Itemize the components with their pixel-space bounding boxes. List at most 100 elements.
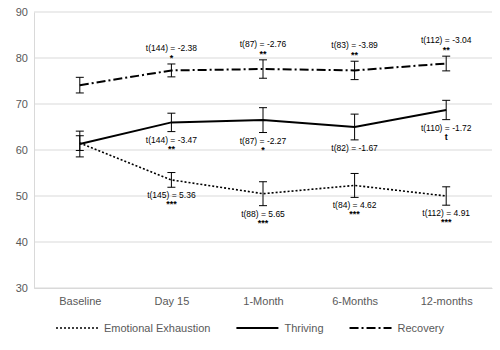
error-bar-line	[171, 173, 172, 188]
chart-container: 30 40 50 60 70 80 90 Baseline Day 15 1-Month 6-Mon…	[0, 0, 500, 350]
error-bar-cap	[442, 119, 450, 120]
error-bar-cap	[259, 59, 267, 60]
y-tick-label: 40	[16, 236, 28, 248]
y-tick: 50	[16, 190, 34, 202]
series-line	[80, 143, 446, 196]
legend-item: Emotional Exhaustion	[56, 322, 210, 334]
annotation-text: t(83) = -3.89	[331, 40, 378, 50]
legend-swatch	[236, 327, 278, 329]
annotation-text: t(82) = -1.67	[331, 143, 378, 153]
x-tick: 12-months	[421, 295, 473, 307]
grid-line	[34, 104, 492, 105]
error-bar-cap	[259, 107, 267, 108]
error-bar-cap	[167, 113, 175, 114]
x-tick-label: 6-Months	[332, 295, 378, 307]
annotation-significance: ***	[349, 209, 360, 219]
x-tick-label: Baseline	[59, 295, 101, 307]
x-tick: 6-Months	[332, 295, 378, 307]
y-axis-line	[34, 13, 35, 289]
annotation-significance: ***	[258, 218, 269, 228]
y-tick: 70	[16, 98, 34, 110]
legend-swatch	[350, 327, 392, 329]
error-bar-cap	[442, 205, 450, 206]
annotation-text: t(112) = -3.04	[421, 35, 472, 45]
error-bar-cap	[167, 76, 175, 77]
y-tick-label: 70	[16, 98, 28, 110]
annotation-significance: **	[259, 49, 267, 59]
error-bar-cap	[259, 181, 267, 182]
annotation-significance: ***	[166, 199, 177, 209]
series-line	[80, 64, 446, 86]
error-bar-cap	[442, 100, 450, 101]
x-axis-line	[35, 288, 493, 289]
y-tick: 60	[16, 144, 34, 156]
error-bar-cap	[351, 139, 359, 140]
error-bar-cap	[259, 132, 267, 133]
y-tick-label: 80	[16, 52, 28, 64]
error-bar-cap	[167, 131, 175, 132]
grid-line	[34, 242, 492, 243]
error-bar-line	[446, 56, 447, 71]
error-bar-cap	[351, 61, 359, 62]
series	[76, 136, 450, 206]
legend-label: Emotional Exhaustion	[104, 322, 210, 334]
error-bar-line	[354, 173, 355, 197]
error-bar-cap	[351, 114, 359, 115]
legend-swatch	[56, 327, 98, 329]
legend: Emotional Exhaustion Thriving Recovery	[56, 322, 444, 334]
grid-line	[34, 12, 492, 13]
chart-svg: 30 40 50 60 70 80 90 Baseline Day 15 1-Month 6-Mon…	[0, 0, 500, 350]
annotations: t(145) = 5.36***t(88) = 5.65***t(84) = 4…	[146, 35, 472, 228]
annotation-text: t(144) = -2.38	[146, 43, 198, 53]
annotation-significance: ***	[441, 217, 452, 227]
grid-line	[34, 288, 492, 289]
y-tick: 40	[16, 236, 34, 248]
annotation-significance: t	[445, 132, 448, 142]
annotation-significance: **	[443, 45, 451, 55]
x-tick-label: 1-Month	[243, 295, 283, 307]
y-tick: 30	[16, 282, 34, 294]
x-tick: Day 15	[154, 295, 189, 307]
error-bar-line	[263, 182, 264, 206]
error-bar-cap	[442, 56, 450, 57]
annotation-significance: **	[168, 144, 176, 154]
error-bar-cap	[442, 70, 450, 71]
x-tick: Baseline	[59, 295, 101, 307]
error-bar-cap	[76, 77, 84, 78]
x-tick-label: Day 15	[154, 295, 189, 307]
legend-item: Thriving	[236, 322, 323, 334]
error-bar-cap	[259, 78, 267, 79]
annotation-significance: *	[261, 145, 265, 155]
series	[76, 56, 450, 93]
y-axis: 30 40 50 60 70 80 90	[16, 6, 35, 294]
y-tick: 90	[16, 6, 34, 18]
error-bar-cap	[351, 197, 359, 198]
y-tick-label: 90	[16, 6, 28, 18]
grid	[34, 12, 492, 288]
annotation-text: t(87) = -2.76	[240, 39, 287, 49]
error-bar-cap	[167, 63, 175, 64]
x-tick: 1-Month	[243, 295, 283, 307]
error-bar-line	[446, 187, 447, 205]
series	[76, 100, 450, 157]
error-bar-cap	[76, 131, 84, 132]
error-bar-line	[263, 60, 264, 78]
y-tick-label: 30	[16, 282, 28, 294]
legend-item: Recovery	[350, 322, 445, 334]
annotation-significance: *	[170, 53, 174, 63]
error-bar-cap	[167, 187, 175, 188]
error-bar-cap	[76, 156, 84, 157]
x-tick-label: 12-months	[421, 295, 473, 307]
marks	[76, 56, 450, 206]
error-bar-cap	[167, 172, 175, 173]
y-tick: 80	[16, 52, 34, 64]
legend-label: Thriving	[284, 322, 323, 334]
error-bar-cap	[76, 92, 84, 93]
error-bar-cap	[259, 205, 267, 206]
error-bar-cap	[351, 173, 359, 174]
x-axis: Baseline Day 15 1-Month 6-Months 12-months	[35, 289, 493, 307]
error-bar-cap	[351, 79, 359, 80]
annotation-significance: **	[351, 50, 359, 60]
error-bar-cap	[442, 186, 450, 187]
y-tick-label: 60	[16, 144, 28, 156]
